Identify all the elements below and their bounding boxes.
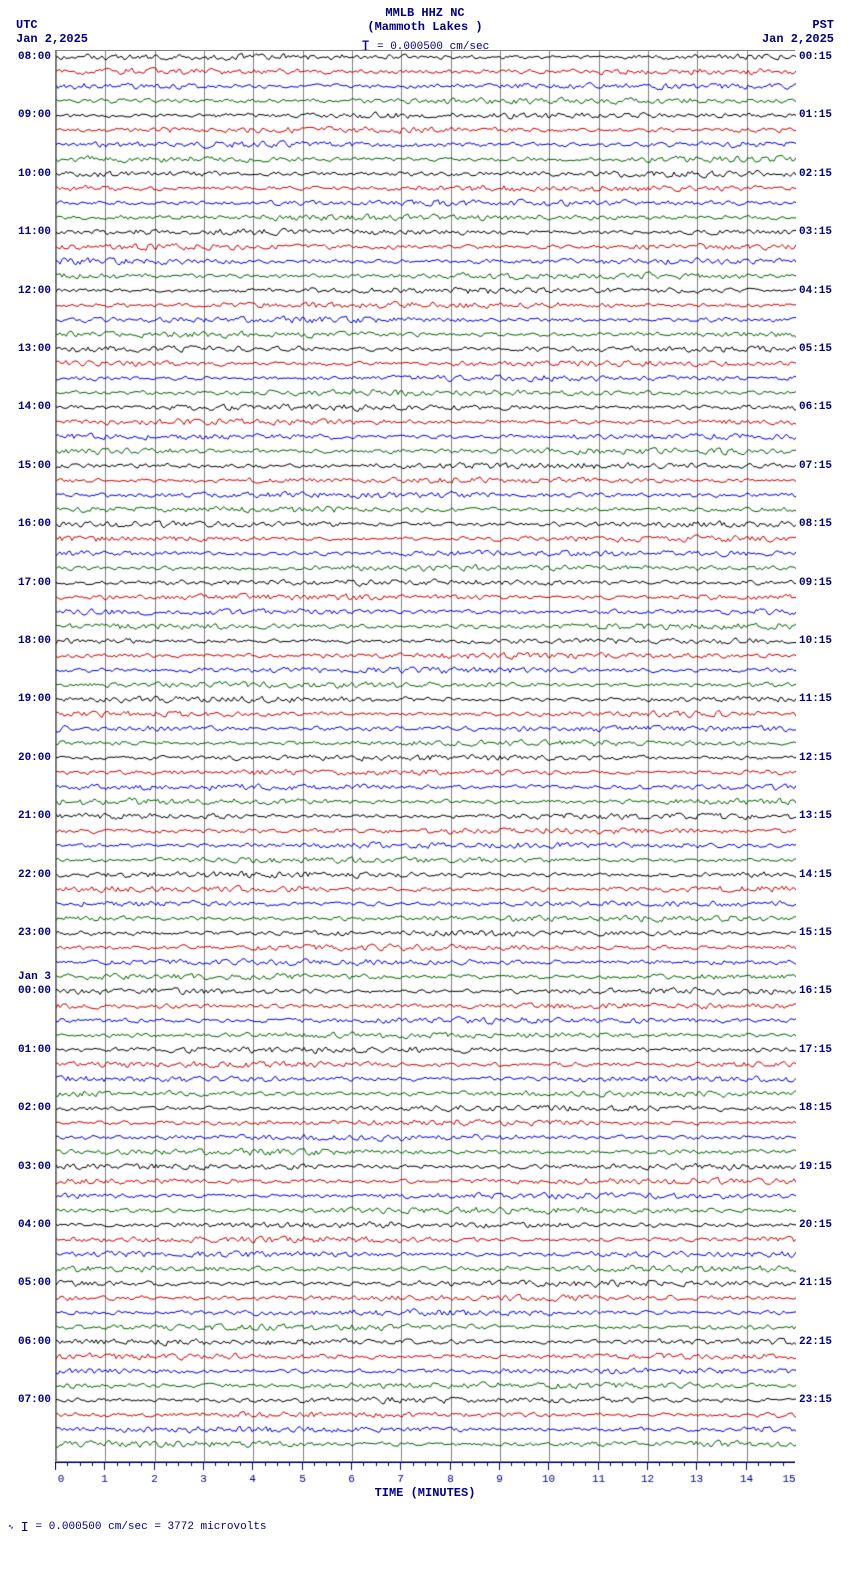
utc-time-label: 10:00 <box>6 168 51 180</box>
pst-time-label: 03:15 <box>799 226 844 238</box>
pst-time-label: 05:15 <box>799 343 844 355</box>
footer-scale: ∿ I = 0.000500 cm/sec = 3772 microvolts <box>8 1520 850 1536</box>
utc-time-label: 08:00 <box>6 51 51 63</box>
utc-time-label: 18:00 <box>6 635 51 647</box>
utc-time-label: 14:00 <box>6 401 51 413</box>
pst-time-label: 15:15 <box>799 927 844 939</box>
x-axis-label: TIME (MINUTES) <box>55 1486 795 1500</box>
pst-time-label: 10:15 <box>799 635 844 647</box>
pst-time-label: 02:15 <box>799 168 844 180</box>
utc-time-label: 04:00 <box>6 1219 51 1231</box>
utc-time-label: 02:00 <box>6 1102 51 1114</box>
utc-time-label: 13:00 <box>6 343 51 355</box>
utc-time-label: 15:00 <box>6 460 51 472</box>
header-right-block: PST Jan 2,2025 <box>762 18 834 46</box>
pst-time-label: 16:15 <box>799 985 844 997</box>
utc-time-label: 11:00 <box>6 226 51 238</box>
pst-label: PST <box>762 18 834 32</box>
pst-time-label: 21:15 <box>799 1277 844 1289</box>
utc-time-label: 09:00 <box>6 109 51 121</box>
pst-date: Jan 2,2025 <box>762 32 834 46</box>
pst-time-label: 04:15 <box>799 285 844 297</box>
utc-time-label: 22:00 <box>6 869 51 881</box>
x-axis: TIME (MINUTES) <box>55 1462 795 1502</box>
footer-text: = 0.000500 cm/sec = 3772 microvolts <box>36 1521 267 1533</box>
pst-time-label: 13:15 <box>799 810 844 822</box>
utc-time-label: 06:00 <box>6 1336 51 1348</box>
pst-time-label: 01:15 <box>799 109 844 121</box>
pst-time-label: 18:15 <box>799 1102 844 1114</box>
pst-time-label: 19:15 <box>799 1161 844 1173</box>
pst-time-label: 07:15 <box>799 460 844 472</box>
pst-time-label: 22:15 <box>799 1336 844 1348</box>
utc-time-label: 12:00 <box>6 285 51 297</box>
pst-time-label: 11:15 <box>799 693 844 705</box>
utc-time-label: 19:00 <box>6 693 51 705</box>
pst-time-label: 00:15 <box>799 51 844 63</box>
utc-time-label: 07:00 <box>6 1394 51 1406</box>
utc-time-label: 21:00 <box>6 810 51 822</box>
chart-header: UTC Jan 2,2025 MMLB HHZ NC (Mammoth Lake… <box>0 0 850 50</box>
utc-time-label: 23:00 <box>6 927 51 939</box>
pst-time-label: 08:15 <box>799 518 844 530</box>
utc-time-label: 03:00 <box>6 1161 51 1173</box>
utc-time-label: 20:00 <box>6 752 51 764</box>
pst-time-label: 23:15 <box>799 1394 844 1406</box>
station-code: MMLB HHZ NC <box>367 6 482 20</box>
utc-time-label: 01:00 <box>6 1044 51 1056</box>
pst-time-label: 06:15 <box>799 401 844 413</box>
pst-time-label: 09:15 <box>799 577 844 589</box>
utc-time-label: 05:00 <box>6 1277 51 1289</box>
x-axis-ticks <box>55 1462 795 1486</box>
header-center-block: MMLB HHZ NC (Mammoth Lakes ) <box>367 6 482 34</box>
pst-time-label: 20:15 <box>799 1219 844 1231</box>
pst-time-label: 17:15 <box>799 1044 844 1056</box>
utc-date: Jan 2,2025 <box>16 32 88 46</box>
pst-time-label: 14:15 <box>799 869 844 881</box>
seismograph-canvas <box>56 51 796 1461</box>
pst-time-label: 12:15 <box>799 752 844 764</box>
utc-time-label: 16:00 <box>6 518 51 530</box>
utc-time-label: 00:00 <box>6 985 51 997</box>
seismograph-plot: 08:0009:0010:0011:0012:0013:0014:0015:00… <box>55 50 795 1462</box>
utc-day-label: Jan 3 <box>6 971 51 983</box>
station-location: (Mammoth Lakes ) <box>367 20 482 34</box>
utc-label: UTC <box>16 18 88 32</box>
utc-time-label: 17:00 <box>6 577 51 589</box>
header-left-block: UTC Jan 2,2025 <box>16 18 88 46</box>
